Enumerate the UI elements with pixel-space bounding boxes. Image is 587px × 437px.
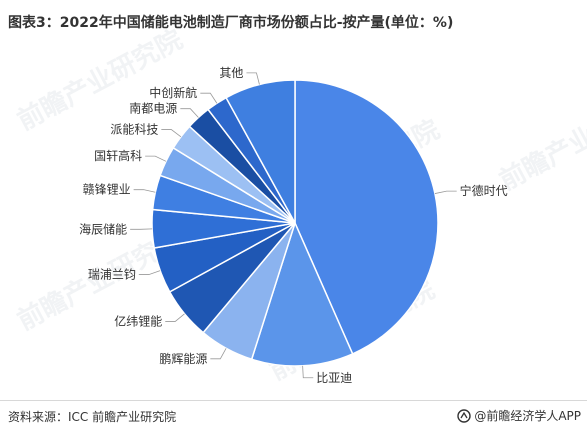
slice-label: 中创新航 (149, 85, 197, 100)
leader-line (145, 155, 167, 162)
chart-title: 图表3：2022年中国储能电池制造厂商市场份额占比-按产量(单位：%) (8, 15, 454, 31)
leader-line (210, 348, 227, 360)
leader-line (165, 313, 185, 322)
slice-label: 亿纬锂能 (114, 313, 162, 328)
slice-label: 瑞浦兰钧 (88, 268, 136, 282)
pie-slice (294, 79, 439, 355)
leader-line (133, 189, 156, 193)
slice-label: 宁德时代 (460, 183, 508, 198)
footer-divider (0, 400, 587, 401)
leader-line (246, 72, 260, 85)
leader-line (200, 92, 218, 104)
slice-label: 其他 (219, 66, 243, 80)
leader-line (180, 108, 199, 118)
slice-label: 国轩高科 (94, 148, 142, 163)
qianzhan-logo-icon (457, 408, 472, 423)
brand-row: @前瞻经济学人APP (457, 407, 581, 424)
slice-label: 派能科技 (110, 123, 158, 137)
leader-lines (130, 72, 457, 379)
source-note: 资料来源：ICC 前瞻产业研究院 (8, 410, 177, 424)
brand-text: @前瞻经济学人APP (474, 409, 581, 423)
leader-line (161, 129, 182, 138)
slice-label: 鹏辉能源 (159, 352, 207, 366)
slice-label: 海辰储能 (79, 221, 127, 236)
slice-label: 南都电源 (129, 101, 177, 116)
slice-label: 赣锋锂业 (83, 182, 131, 197)
slice-label: 比亚迪 (316, 371, 352, 385)
pie-slices (151, 79, 439, 367)
leader-line (434, 190, 457, 194)
leader-line (302, 365, 314, 379)
pie-slice (250, 220, 354, 367)
leader-line (138, 270, 161, 275)
